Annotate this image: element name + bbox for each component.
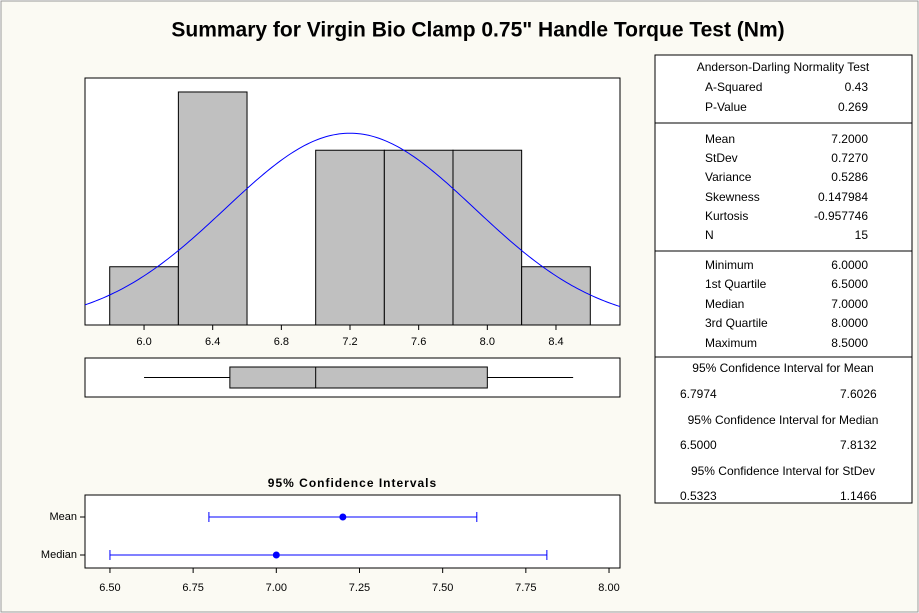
x-tick-label: 6.75 <box>182 582 203 594</box>
normal-curve <box>84 132 621 308</box>
stat-value: 6.0000 <box>831 258 868 272</box>
stat-value: 0.5286 <box>831 170 868 184</box>
x-tick-label: 7.2 <box>342 336 357 348</box>
chart-title: Summary for Virgin Bio Clamp 0.75" Handl… <box>171 19 784 42</box>
x-tick-label: 7.75 <box>515 582 536 594</box>
x-tick-label: 6.50 <box>99 582 120 594</box>
stat-value: 8.5000 <box>831 336 868 350</box>
stat-value: 0.43 <box>845 80 869 94</box>
estimate-point <box>272 551 280 559</box>
stat-label: Median <box>705 297 744 311</box>
stat-value: 7.0000 <box>831 297 868 311</box>
interval-frame <box>84 494 621 569</box>
stat-label: 3rd Quartile <box>705 316 768 330</box>
interval-upper: 7.6026 <box>840 387 877 401</box>
stat-label: Minimum <box>705 258 754 272</box>
stat-label: Variance <box>705 170 752 184</box>
stat-label: 1st Quartile <box>705 277 767 291</box>
x-tick-label: 7.00 <box>266 582 287 594</box>
stat-label: A-Squared <box>705 80 762 94</box>
interval-upper: 7.8132 <box>840 438 877 452</box>
box <box>229 366 488 389</box>
stat-value: 7.2000 <box>831 132 868 146</box>
stat-label: StDev <box>705 151 738 165</box>
bar <box>315 149 385 326</box>
interval-lower: 6.5000 <box>680 438 717 452</box>
x-tick-label: 8.00 <box>598 582 619 594</box>
interval-lower: 0.5323 <box>680 489 717 503</box>
estimate-point <box>339 513 347 521</box>
interval-heading: 95% Confidence Interval for Mean <box>692 361 873 375</box>
x-tick-label: 6.0 <box>136 336 151 348</box>
x-tick-label: 6.4 <box>205 336 220 348</box>
stat-value: 0.269 <box>838 100 868 114</box>
stat-label: Kurtosis <box>705 209 748 223</box>
stat-value: 6.5000 <box>831 277 868 291</box>
bar <box>383 149 454 326</box>
x-tick-label: 7.25 <box>349 582 370 594</box>
bar <box>452 149 523 326</box>
stat-label: N <box>705 228 714 242</box>
stat-value: 0.147984 <box>818 190 868 204</box>
interval-heading: 95% Confidence Interval for StDev <box>691 464 875 478</box>
stat-value: 15 <box>855 228 869 242</box>
bar <box>177 91 248 326</box>
stat-value: 8.0000 <box>831 316 868 330</box>
x-tick-label: 7.50 <box>432 582 453 594</box>
stat-value: 0.7270 <box>831 151 868 165</box>
interval-title: 95% Confidence Intervals <box>268 476 437 490</box>
x-tick-label: 7.6 <box>411 336 426 348</box>
interval-heading: 95% Confidence Interval for Median <box>688 413 879 427</box>
stat-value: -0.957746 <box>814 209 868 223</box>
interval-lower: 6.7974 <box>680 387 717 401</box>
stats-panel <box>654 54 913 504</box>
stat-label: Maximum <box>705 336 757 350</box>
x-tick-label: 8.4 <box>548 336 563 348</box>
x-tick-label: 6.8 <box>274 336 289 348</box>
y-tick-label: Mean <box>49 511 77 523</box>
stat-label: Mean <box>705 132 735 146</box>
table-heading: Anderson-Darling Normality Test <box>697 60 870 74</box>
y-tick-label: Median <box>41 549 77 561</box>
stat-label: P-Value <box>705 100 747 114</box>
interval-upper: 1.1466 <box>840 489 877 503</box>
stat-label: Skewness <box>705 190 760 204</box>
x-tick-label: 8.0 <box>480 336 495 348</box>
